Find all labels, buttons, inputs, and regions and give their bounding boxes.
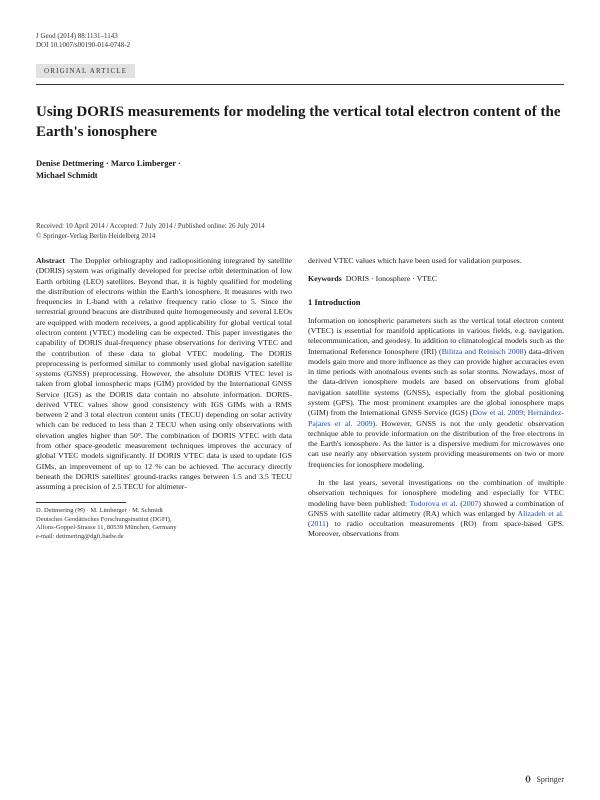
abstract-body: The Doppler orbitography and radiopositi… bbox=[36, 256, 292, 491]
left-column: Abstract The Doppler orbitography and ra… bbox=[36, 256, 292, 548]
publisher-logo: Springer bbox=[523, 774, 564, 784]
ref-alizadeh[interactable]: Alizadeh et al. bbox=[517, 509, 564, 518]
right-column: derived VTEC values which have been used… bbox=[308, 256, 564, 548]
affil-email: e-mail: dettmering@dgfi.badw.de bbox=[36, 533, 292, 541]
ref-todorova[interactable]: Todorova et al. bbox=[410, 499, 458, 508]
ref-bilitza[interactable]: Bilitza and Reinisch 2008 bbox=[442, 347, 524, 356]
publication-dates: Received: 10 April 2014 / Accepted: 7 Ju… bbox=[36, 222, 564, 230]
springer-icon bbox=[523, 774, 533, 784]
doi-line: DOI 10.1007/s00190-014-0748-2 bbox=[36, 41, 564, 50]
title-rule bbox=[36, 84, 564, 85]
authors-line-1: Denise Dettmering · Marco Limberger · bbox=[36, 158, 564, 170]
ref-dow[interactable]: Dow et al. 2009 bbox=[472, 408, 523, 417]
intro-heading: 1 Introduction bbox=[308, 297, 564, 308]
ref-alizadeh-year[interactable]: 2011 bbox=[311, 519, 326, 528]
article-category: ORIGINAL ARTICLE bbox=[36, 64, 135, 78]
keywords-label: Keywords bbox=[308, 274, 342, 283]
ref-todorova-year[interactable]: 2007 bbox=[463, 499, 479, 508]
body-columns: Abstract The Doppler orbitography and ra… bbox=[36, 256, 564, 548]
affil-address: Alfons-Goppel-Strasse 11, 80539 München,… bbox=[36, 524, 292, 532]
abstract-continued: derived VTEC values which have been used… bbox=[308, 256, 564, 266]
publisher-name: Springer bbox=[536, 775, 564, 784]
affiliation-rule bbox=[36, 502, 126, 503]
intro-p1: Information on ionospheric parameters su… bbox=[308, 316, 564, 470]
authors: Denise Dettmering · Marco Limberger · Mi… bbox=[36, 158, 564, 182]
abstract: Abstract The Doppler orbitography and ra… bbox=[36, 256, 292, 492]
copyright: © Springer-Verlag Berlin Heidelberg 2014 bbox=[36, 232, 564, 240]
intro-p2: In the last years, several investigation… bbox=[308, 478, 564, 540]
affil-authors: D. Dettmering (✉) · M. Limberger · M. Sc… bbox=[36, 507, 292, 515]
authors-line-2: Michael Schmidt bbox=[36, 170, 564, 182]
affiliation: D. Dettmering (✉) · M. Limberger · M. Sc… bbox=[36, 507, 292, 541]
keywords-body: DORIS · Ionosphere · VTEC bbox=[346, 274, 437, 283]
journal-header: J Geod (2014) 88:1131–1143 DOI 10.1007/s… bbox=[36, 32, 564, 50]
article-title: Using DORIS measurements for modeling th… bbox=[36, 103, 564, 142]
journal-line: J Geod (2014) 88:1131–1143 bbox=[36, 32, 564, 41]
abstract-label: Abstract bbox=[36, 256, 65, 265]
keywords: Keywords DORIS · Ionosphere · VTEC bbox=[308, 274, 564, 284]
affil-institute: Deutsches Geodätisches Forschungsinstitu… bbox=[36, 516, 292, 524]
